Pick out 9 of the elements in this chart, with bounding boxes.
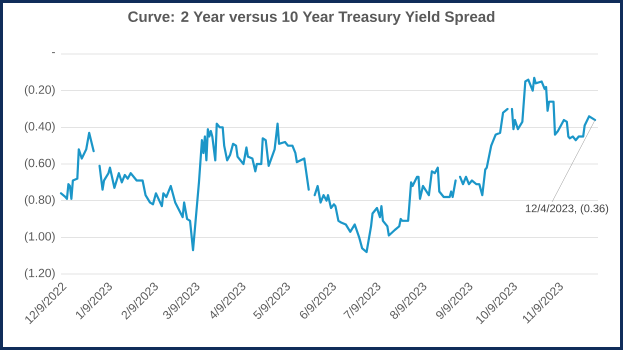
y-tick-label: (1.00): [24, 232, 55, 243]
y-tick-label: (1.20): [24, 268, 55, 280]
y-tick-label: -: [52, 52, 55, 54]
annotation: 12/4/2023, (0.36): [526, 204, 608, 214]
y-tick-label: (0.40): [24, 122, 55, 133]
chart-title: Curve: 2 Year versus 10 Year Treasury Yield Spread: [128, 11, 494, 25]
y-tick-label: (0.80): [24, 195, 55, 206]
y-tick-label: (0.20): [24, 85, 55, 96]
y-tick-label: (0.60): [24, 158, 55, 170]
